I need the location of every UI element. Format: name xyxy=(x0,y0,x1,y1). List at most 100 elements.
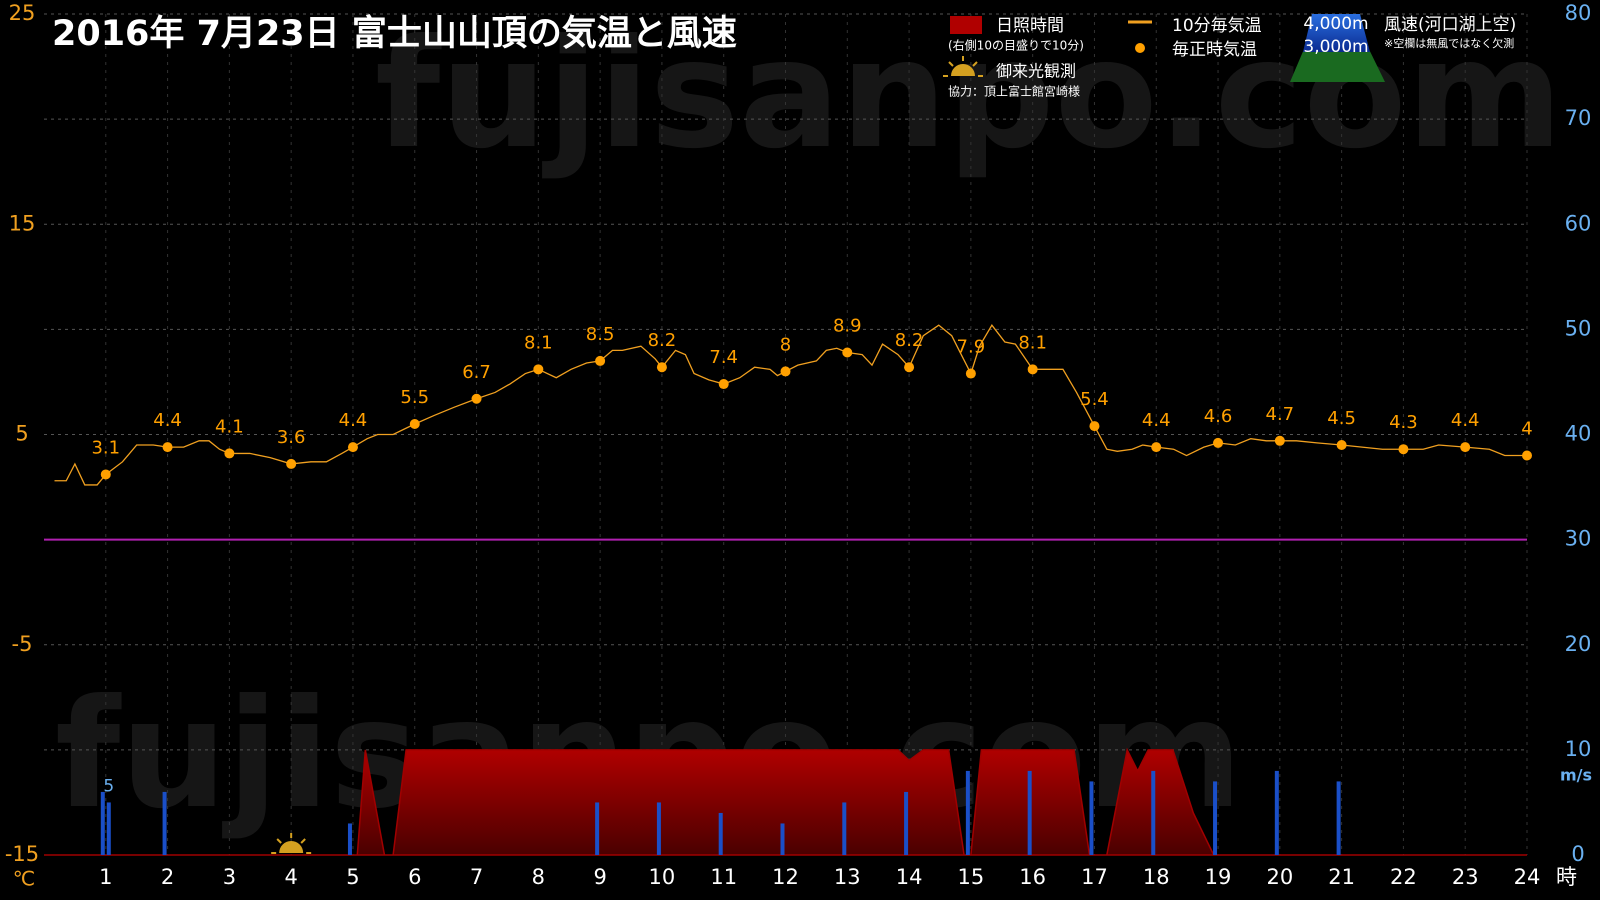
x-tick-label: 11 xyxy=(710,865,737,889)
temperature-point xyxy=(162,442,173,453)
legend-note: (右側10の目盛りで10分) xyxy=(948,38,1084,53)
data-label: 8.1 xyxy=(524,332,553,353)
wind-bar xyxy=(1213,781,1218,855)
temperature-point xyxy=(1398,444,1409,455)
data-label: 6.7 xyxy=(462,362,491,383)
x-tick-label: 14 xyxy=(896,865,923,889)
data-label: 4 xyxy=(1521,419,1532,440)
temperature-point xyxy=(347,442,358,453)
y-tick-label: -5 xyxy=(12,632,33,656)
wind-bar xyxy=(842,802,847,855)
wind-bar xyxy=(106,802,111,855)
sun-ray xyxy=(276,838,282,844)
wind-bar xyxy=(965,770,970,855)
data-label: 4.4 xyxy=(1142,410,1171,431)
x-tick-label: 13 xyxy=(834,865,861,889)
wind-bar xyxy=(1274,770,1279,855)
x-tick-label: 19 xyxy=(1205,865,1232,889)
x-tick-label: 12 xyxy=(772,865,799,889)
data-label: 7.4 xyxy=(709,347,738,368)
temperature-point xyxy=(656,362,667,373)
x-tick-label: 1 xyxy=(99,865,112,889)
x-tick-label: 3 xyxy=(223,865,236,889)
temperature-line xyxy=(54,324,1527,486)
x-tick-label: 16 xyxy=(1019,865,1046,889)
wind-bar xyxy=(1336,781,1341,855)
wind-bar xyxy=(1089,781,1094,855)
sunrise-marker xyxy=(271,833,312,854)
legend-note: ※空欄は無風ではなく欠測 xyxy=(1384,36,1514,50)
x-tick-label: 2 xyxy=(161,865,174,889)
data-label: 3.1 xyxy=(91,437,120,458)
chart-title: 2016年 7月23日 富士山山頂の気温と風速 xyxy=(52,13,737,54)
x-tick-label: 24 xyxy=(1514,865,1541,889)
x-tick-label: 7 xyxy=(470,865,483,889)
x-tick-label: 6 xyxy=(408,865,421,889)
wind-bar xyxy=(1151,770,1156,855)
data-label: 4.4 xyxy=(1451,410,1480,431)
temperature-point xyxy=(842,347,853,358)
temperature-point xyxy=(1027,364,1038,375)
y2-tick-label: 10 xyxy=(1565,737,1592,761)
temperature-point xyxy=(286,458,297,469)
temperature-point xyxy=(471,393,482,404)
x-tick-label: 20 xyxy=(1266,865,1293,889)
x-tick-label: 18 xyxy=(1143,865,1170,889)
temperature-point xyxy=(1274,435,1285,446)
wind-bar xyxy=(656,802,661,855)
legend-label: 風速(河口湖上空) xyxy=(1384,15,1516,35)
data-label: 4.6 xyxy=(1204,406,1233,427)
temperature-point xyxy=(100,469,111,480)
y-tick-label: -15 xyxy=(5,842,39,866)
legend-label: 御来光観測 xyxy=(996,62,1076,81)
temperature-point xyxy=(1336,440,1347,451)
y2-tick-label: 0 xyxy=(1571,842,1584,866)
y-axis-unit: ℃ xyxy=(13,867,35,891)
x-tick-label: 4 xyxy=(284,865,297,889)
x-tick-label: 10 xyxy=(649,865,676,889)
data-label: 4.4 xyxy=(339,410,368,431)
temperature-point xyxy=(1089,421,1100,432)
x-tick-label: 23 xyxy=(1452,865,1479,889)
sunshine-area xyxy=(44,747,1527,856)
temperature-point xyxy=(718,379,729,390)
wind-bar xyxy=(162,791,167,855)
sun-icon xyxy=(943,56,983,77)
wind-bar xyxy=(780,823,785,855)
legend-label: 日照時間 xyxy=(996,16,1064,36)
wind-bar xyxy=(347,823,352,855)
wind-bar xyxy=(904,791,909,855)
data-label: 8.5 xyxy=(586,324,615,345)
y2-tick-label: 70 xyxy=(1565,106,1592,130)
x-tick-label: 21 xyxy=(1328,865,1355,889)
y2-tick-label: 20 xyxy=(1565,632,1592,656)
data-label: 8.1 xyxy=(1018,332,1047,353)
temperature-point xyxy=(1151,442,1162,453)
legend-swatch xyxy=(950,16,982,34)
legend-note: 協力：頂上富士館宮崎様 xyxy=(948,84,1080,99)
x-tick-label: 5 xyxy=(346,865,359,889)
data-label: 4.5 xyxy=(1327,408,1356,429)
sun xyxy=(279,841,304,853)
y2-tick-label: 60 xyxy=(1565,211,1592,235)
x-tick-label: 22 xyxy=(1390,865,1417,889)
data-label: 3.6 xyxy=(277,427,306,448)
data-label: 5.5 xyxy=(400,387,429,408)
temperature-point xyxy=(904,362,915,373)
wind-bar xyxy=(1027,770,1032,855)
temperature-point xyxy=(965,368,976,379)
data-label: 5.4 xyxy=(1080,389,1109,410)
y2-tick-label: 80 xyxy=(1565,1,1592,25)
data-label: 8.2 xyxy=(895,330,924,351)
temperature-point xyxy=(1460,442,1471,453)
data-label: 4.7 xyxy=(1266,404,1295,425)
mountain-icon xyxy=(1290,14,1385,82)
temperature-point xyxy=(1522,450,1532,461)
wind-bar xyxy=(718,812,723,855)
temperature-point xyxy=(409,418,420,429)
data-label: 8.2 xyxy=(648,330,677,351)
y2-tick-label: 50 xyxy=(1565,316,1592,340)
